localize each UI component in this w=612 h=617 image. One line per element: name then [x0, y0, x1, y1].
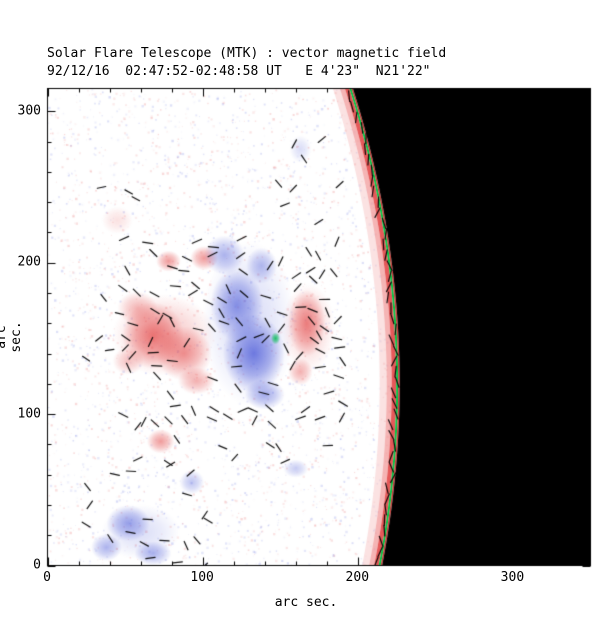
figure-title: Solar Flare Telescope (MTK) : vector mag…: [47, 46, 447, 61]
y-tick-label: 0: [33, 557, 41, 573]
y-tick-label: 200: [17, 254, 41, 270]
x-tick-label: 0: [43, 570, 51, 585]
x-tick-label: 200: [345, 570, 370, 585]
x-tick-label: 300: [500, 570, 525, 585]
observation-info: 92/12/16 02:47:52-02:48:58 UT E 4'23" N2…: [47, 64, 431, 79]
x-tick-label: 100: [190, 570, 214, 585]
y-tick-label: 100: [17, 406, 41, 422]
y-axis-title: arc sec.: [0, 321, 24, 353]
x-axis-title: arc sec.: [274, 595, 338, 610]
y-tick-label: 300: [17, 103, 41, 119]
